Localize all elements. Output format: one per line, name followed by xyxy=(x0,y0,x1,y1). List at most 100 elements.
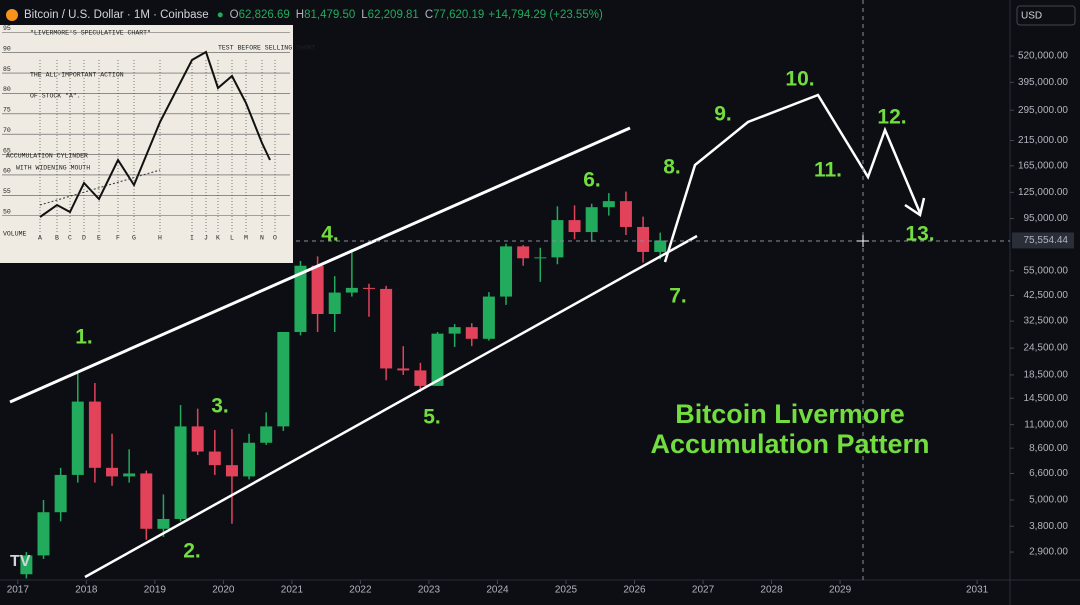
wave-label: 13. xyxy=(905,223,934,246)
candle-body xyxy=(619,201,632,227)
inset-y-label: 90 xyxy=(3,45,11,52)
candle-body xyxy=(208,451,221,466)
wave-label: 4. xyxy=(321,223,339,246)
ohlc-value: 77,620.19 xyxy=(433,9,484,21)
candle-body xyxy=(431,333,444,386)
candle-body xyxy=(106,467,119,477)
inset-letter: G xyxy=(132,235,136,242)
inset-note: TEST BEFORE SELLING SHORT xyxy=(218,45,316,52)
inset-note: VOLUME xyxy=(3,231,27,238)
wave-label: 1. xyxy=(75,326,93,349)
y-tick-label: 3,800.00 xyxy=(1029,521,1068,532)
candle-body xyxy=(602,201,615,208)
status-dot: ● xyxy=(217,9,224,21)
y-tick-label: 55,000.00 xyxy=(1024,265,1069,276)
x-tick-label: 2019 xyxy=(144,585,167,596)
y-tick-label: 32,500.00 xyxy=(1024,316,1069,327)
x-tick-label: 2017 xyxy=(7,585,30,596)
inset-price-path xyxy=(39,50,271,218)
chart-title: Accumulation Pattern xyxy=(650,429,929,459)
upper-channel-line xyxy=(9,126,631,404)
candle-body xyxy=(37,512,50,556)
candle-body xyxy=(123,473,136,477)
x-tick-label: 2029 xyxy=(829,585,852,596)
candle-body xyxy=(362,287,375,289)
candle-body xyxy=(345,287,358,293)
currency-label[interactable]: USD xyxy=(1021,11,1042,22)
y-tick-label: 11,000.00 xyxy=(1024,419,1068,430)
y-tick-label: 6,600.00 xyxy=(1029,468,1068,479)
inset-letter: M xyxy=(244,235,248,242)
header: Bitcoin / U.S. Dollar · 1M · Coinbase ● O6… xyxy=(24,9,603,21)
x-tick-label: 2020 xyxy=(212,585,235,596)
crosshair-cursor xyxy=(857,235,869,247)
plot-area xyxy=(20,191,667,579)
inset-y-label: 55 xyxy=(3,188,11,195)
candle-body xyxy=(414,370,427,386)
inset-y-label: 85 xyxy=(3,66,11,73)
candle-body xyxy=(311,265,324,315)
inset-letter: I xyxy=(190,235,194,242)
candle-body xyxy=(157,518,170,529)
candle-body xyxy=(225,465,238,477)
y-tick-label: 520,000.00 xyxy=(1018,51,1068,62)
candle-body xyxy=(260,426,273,443)
currency-button[interactable] xyxy=(1016,5,1076,26)
inset-letter: N xyxy=(260,235,264,242)
candle-body xyxy=(243,442,256,477)
symbol: Bitcoin / U.S. Dollar · 1M · Coinbase xyxy=(24,9,209,21)
bitcoin-icon xyxy=(6,9,18,21)
y-tick-label: 215,000.00 xyxy=(1018,135,1068,146)
x-tick-label: 2022 xyxy=(349,585,372,596)
last-price-label: 75,554.44 xyxy=(1024,235,1069,246)
ohlc-value: 62,209.81 xyxy=(368,9,419,21)
inset-y-label: 80 xyxy=(3,86,11,93)
projection-arrowhead xyxy=(904,197,926,218)
inset-letter: O xyxy=(273,235,277,242)
x-tick-label: 2026 xyxy=(623,585,646,596)
inset-y-label: 95 xyxy=(3,25,11,32)
wave-label: 6. xyxy=(583,169,601,192)
candle-body xyxy=(71,401,84,475)
candle-body xyxy=(654,240,667,252)
inset-letter: D xyxy=(82,235,86,242)
x-tick-label: 2024 xyxy=(486,585,509,596)
inset-note: OF STOCK "A". xyxy=(30,93,81,100)
inset-letter: F xyxy=(116,235,120,242)
candle-body xyxy=(568,220,581,233)
wave-label: 12. xyxy=(877,106,906,129)
ohlc-key: C xyxy=(425,9,433,21)
lower-channel-line xyxy=(84,234,698,579)
last-price-box xyxy=(1012,232,1074,249)
inset-letter: C xyxy=(68,235,72,242)
candle-body xyxy=(294,265,307,332)
wave-label: 5. xyxy=(423,406,441,429)
wave-label: 8. xyxy=(663,156,681,179)
chart-title: Bitcoin Livermore xyxy=(675,399,905,429)
inset-letter: A xyxy=(38,235,42,242)
y-tick-label: 5,000.00 xyxy=(1029,495,1068,506)
candle-body xyxy=(551,220,564,258)
y-tick-label: 18,500.00 xyxy=(1024,370,1069,381)
candle-body xyxy=(140,473,153,529)
inset-note: ACCUMULATION CYLINDER xyxy=(6,153,88,160)
x-tick-label: 2021 xyxy=(281,585,304,596)
inset-letter: E xyxy=(97,235,101,242)
inset-note: WITH WIDENING MOUTH xyxy=(16,165,90,172)
ohlc-key: O xyxy=(230,9,239,21)
inset-background xyxy=(0,25,293,263)
x-tick-label: 2031 xyxy=(966,585,989,596)
y-tick-label: 42,500.00 xyxy=(1024,290,1069,301)
x-tick-label: 2028 xyxy=(760,585,783,596)
y-tick-label: 125,000.00 xyxy=(1018,187,1068,198)
y-tick-label: 2,900.00 xyxy=(1029,547,1068,558)
y-tick-label: 395,000.00 xyxy=(1018,77,1068,88)
ohlc-value: 62,826.69 xyxy=(239,9,290,21)
candle-body xyxy=(585,207,598,233)
y-tick-label: 24,500.00 xyxy=(1024,343,1069,354)
candle-body xyxy=(465,327,478,339)
x-tick-label: 2025 xyxy=(555,585,578,596)
inset-y-label: 75 xyxy=(3,107,11,114)
